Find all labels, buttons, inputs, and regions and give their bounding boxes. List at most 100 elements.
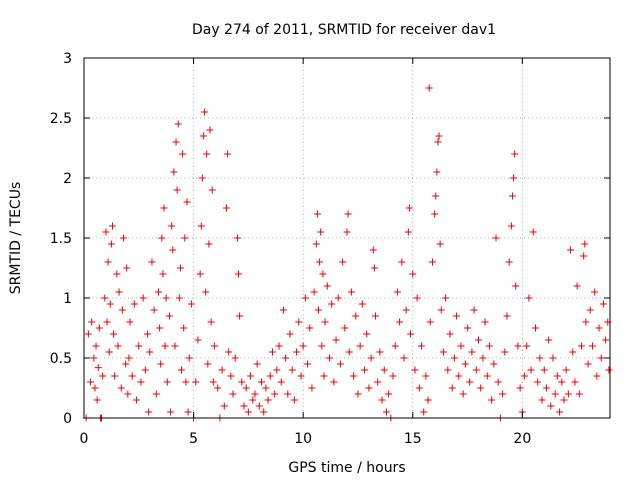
data-point xyxy=(328,300,336,308)
data-point xyxy=(197,222,205,230)
chart-title: Day 274 of 2011, SRMTID for receiver dav… xyxy=(192,22,496,38)
data-point xyxy=(93,396,101,404)
data-point xyxy=(436,240,444,248)
data-point xyxy=(582,318,590,326)
data-point xyxy=(588,342,596,350)
data-point xyxy=(369,246,377,254)
data-point xyxy=(352,312,360,320)
data-point xyxy=(106,300,114,308)
data-point xyxy=(398,258,406,266)
data-point xyxy=(128,372,136,380)
data-point xyxy=(92,342,100,350)
data-point xyxy=(433,168,441,176)
data-point xyxy=(233,234,241,242)
data-point xyxy=(90,354,98,362)
data-point xyxy=(144,330,152,338)
data-point xyxy=(336,360,344,368)
data-point xyxy=(160,204,168,212)
data-point xyxy=(135,342,143,350)
data-point xyxy=(297,372,305,380)
data-point xyxy=(175,294,183,302)
data-point xyxy=(363,330,371,338)
data-point xyxy=(459,390,467,398)
data-point xyxy=(238,378,246,386)
data-point xyxy=(148,258,156,266)
data-point xyxy=(468,348,476,356)
y-tick-label: 0.5 xyxy=(50,351,72,367)
data-point xyxy=(578,342,586,350)
data-point xyxy=(540,366,548,374)
data-point xyxy=(485,342,493,350)
data-point xyxy=(235,270,243,278)
data-point xyxy=(380,366,388,374)
data-point xyxy=(158,234,166,242)
data-point xyxy=(422,372,430,380)
data-point xyxy=(317,228,325,236)
data-point xyxy=(483,372,491,380)
data-point xyxy=(531,324,539,332)
data-point xyxy=(204,360,212,368)
data-point xyxy=(253,360,261,368)
data-point xyxy=(224,150,232,158)
data-point xyxy=(547,402,555,410)
data-point xyxy=(455,372,463,380)
data-point xyxy=(435,132,443,140)
data-point xyxy=(264,396,272,404)
x-axis-title: GPS time / hours xyxy=(288,460,405,476)
data-point xyxy=(137,378,145,386)
data-point xyxy=(434,138,442,146)
data-point xyxy=(402,306,410,314)
data-point xyxy=(187,300,195,308)
data-point xyxy=(308,384,316,392)
data-point xyxy=(413,294,421,302)
data-point xyxy=(118,306,126,314)
data-point xyxy=(499,390,507,398)
data-point xyxy=(581,240,589,248)
data-point xyxy=(99,372,107,380)
grid-lines xyxy=(84,58,610,418)
data-point xyxy=(155,288,163,296)
data-point xyxy=(356,342,364,350)
data-point xyxy=(209,378,217,386)
data-point xyxy=(145,408,153,416)
data-point xyxy=(152,390,160,398)
y-tick-label: 0 xyxy=(63,411,72,427)
data-point xyxy=(133,396,141,404)
data-point xyxy=(444,366,452,374)
data-point xyxy=(194,336,202,344)
data-point xyxy=(325,354,333,362)
data-point xyxy=(244,408,252,416)
data-point xyxy=(180,324,188,332)
data-point xyxy=(409,270,417,278)
data-point xyxy=(424,396,432,404)
data-point xyxy=(301,294,309,302)
data-point xyxy=(161,342,169,350)
data-point xyxy=(247,372,255,380)
data-point xyxy=(332,336,340,344)
data-point xyxy=(260,408,268,416)
data-point xyxy=(536,354,544,362)
data-point xyxy=(508,192,516,200)
data-point xyxy=(477,384,485,392)
data-point xyxy=(514,342,522,350)
data-point xyxy=(111,372,119,380)
data-point xyxy=(488,396,496,404)
data-point xyxy=(156,324,164,332)
data-point xyxy=(202,288,210,296)
data-point xyxy=(573,282,581,290)
data-point xyxy=(262,384,270,392)
data-point xyxy=(117,384,125,392)
data-point xyxy=(236,312,244,320)
data-point xyxy=(411,366,419,374)
data-point xyxy=(184,408,192,416)
data-point xyxy=(218,366,226,374)
data-point xyxy=(104,258,112,266)
data-point xyxy=(171,342,179,350)
data-point xyxy=(172,138,180,146)
data-point xyxy=(558,378,566,386)
data-point xyxy=(231,354,239,362)
data-point xyxy=(159,270,167,278)
data-point xyxy=(313,210,321,218)
data-point xyxy=(343,228,351,236)
data-point xyxy=(255,402,263,410)
